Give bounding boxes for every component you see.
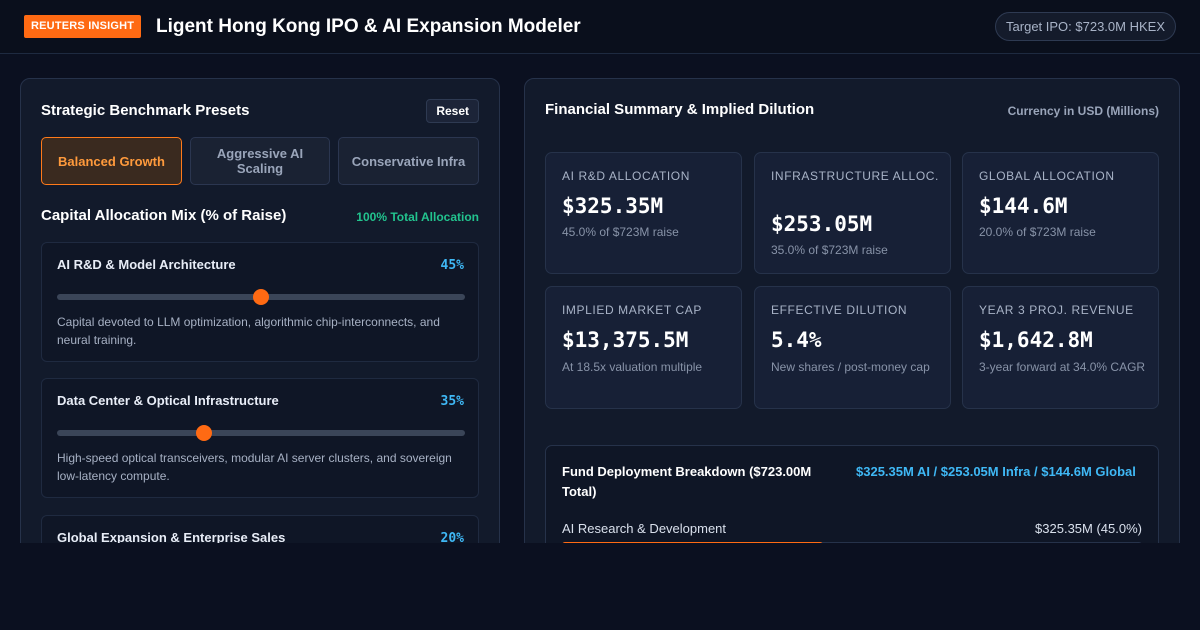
metric-label: Infrastructure Alloc. — [771, 169, 939, 183]
metric-card-global-allocation: Global Allocation $144.6M 20.0% of $723M… — [962, 152, 1159, 274]
allocation-percent: 45% — [440, 258, 464, 273]
breakdown-title: Fund Deployment Breakdown ($723.00M Tota… — [562, 464, 812, 499]
target-ipo-badge: Target IPO: $723.0M HKEX — [995, 12, 1176, 41]
financial-summary-panel: Financial Summary & Implied Dilution Cur… — [524, 78, 1180, 543]
allocation-card-global-expansion: Global Expansion & Enterprise Sales 20% — [41, 515, 479, 543]
main-content: Strategic Benchmark Presets Reset Balanc… — [0, 54, 1200, 543]
metric-card-infrastructure-allocation: Infrastructure Alloc. $253.05M 35.0% of … — [754, 152, 951, 274]
metric-subtext: 20.0% of $723M raise — [979, 225, 1096, 239]
metric-card-year3-revenue: Year 3 Proj. Revenue $1,642.8M 3-year fo… — [962, 286, 1159, 409]
allocation-name: Data Center & Optical Infrastructure — [57, 393, 279, 408]
metric-subtext: New shares / post-money cap — [771, 360, 930, 374]
app-header: REUTERS INSIGHT Ligent Hong Kong IPO & A… — [0, 0, 1200, 54]
metric-label: Year 3 Proj. Revenue — [979, 303, 1134, 317]
metric-label: Global Allocation — [979, 169, 1115, 183]
metric-subtext: At 18.5x valuation multiple — [562, 360, 703, 374]
preset-balanced-growth[interactable]: Balanced Growth — [41, 137, 182, 185]
allocation-description: High-speed optical transceivers, modular… — [57, 451, 452, 483]
benchmark-presets-panel: Strategic Benchmark Presets Reset Balanc… — [20, 78, 500, 543]
breakdown-bar-track — [562, 542, 1142, 543]
preset-conservative-infra[interactable]: Conservative Infra — [338, 137, 479, 185]
allocation-slider[interactable] — [57, 289, 465, 305]
currency-note: Currency in USD (Millions) — [1007, 104, 1159, 118]
metric-value: $325.35M — [562, 194, 664, 218]
metric-value: $1,642.8M — [979, 328, 1093, 352]
metric-card-implied-market-cap: Implied Market Cap $13,375.5M At 18.5x v… — [545, 286, 742, 409]
metric-value: $13,375.5M — [562, 328, 689, 352]
metric-label: Effective Dilution — [771, 303, 908, 317]
slider-handle[interactable] — [253, 289, 269, 305]
breakdown-summary: $325.35M AI / $253.05M Infra / $144.6M G… — [856, 464, 1136, 479]
allocation-card-data-center: Data Center & Optical Infrastructure 35%… — [41, 378, 479, 498]
metric-subtext: 3-year forward at 34.0% CAGR — [979, 360, 1146, 374]
reset-button[interactable]: Reset — [426, 99, 479, 123]
metric-subtext: 35.0% of $723M raise — [771, 243, 888, 257]
breakdown-row-value: $325.35M (45.0%) — [1035, 521, 1142, 536]
slider-handle[interactable] — [195, 425, 212, 441]
allocation-mix-title: Capital Allocation Mix (% of Raise) — [41, 207, 287, 224]
metric-value: $144.6M — [979, 194, 1068, 218]
breakdown-row-label: AI Research & Development — [562, 521, 727, 536]
metric-card-ai-rnd-allocation: AI R&D Allocation $325.35M 45.0% of $723… — [545, 152, 742, 274]
presets-panel-title: Strategic Benchmark Presets — [41, 102, 250, 119]
allocation-slider[interactable] — [57, 425, 465, 441]
allocation-card-ai-rnd: AI R&D & Model Architecture 45% Capital … — [41, 242, 479, 362]
reuters-insight-badge: REUTERS INSIGHT — [24, 15, 142, 38]
metric-label: AI R&D Allocation — [562, 169, 691, 183]
financial-summary-title: Financial Summary & Implied Dilution — [545, 101, 815, 118]
allocation-percent: 35% — [440, 394, 464, 409]
preset-aggressive-ai-scaling[interactable]: Aggressive AI Scaling — [190, 137, 330, 185]
allocation-name: Global Expansion & Enterprise Sales — [57, 530, 286, 543]
allocation-description: Capital devoted to LLM optimization, alg… — [57, 315, 440, 347]
total-allocation-status: 100% Total Allocation — [356, 210, 479, 224]
metric-label: Implied Market Cap — [562, 303, 702, 317]
metric-value: $253.05M — [771, 212, 873, 236]
metric-value: 5.4% — [771, 328, 822, 352]
allocation-percent: 20% — [440, 531, 464, 543]
app-title: Ligent Hong Kong IPO & AI Expansion Mode… — [156, 16, 581, 37]
breakdown-bar-fill — [562, 542, 823, 543]
metric-subtext: 45.0% of $723M raise — [562, 225, 679, 239]
metric-card-effective-dilution: Effective Dilution 5.4% New shares / pos… — [754, 286, 951, 409]
allocation-name: AI R&D & Model Architecture — [57, 257, 236, 272]
fund-deployment-breakdown: Fund Deployment Breakdown ($723.00M Tota… — [545, 445, 1159, 543]
